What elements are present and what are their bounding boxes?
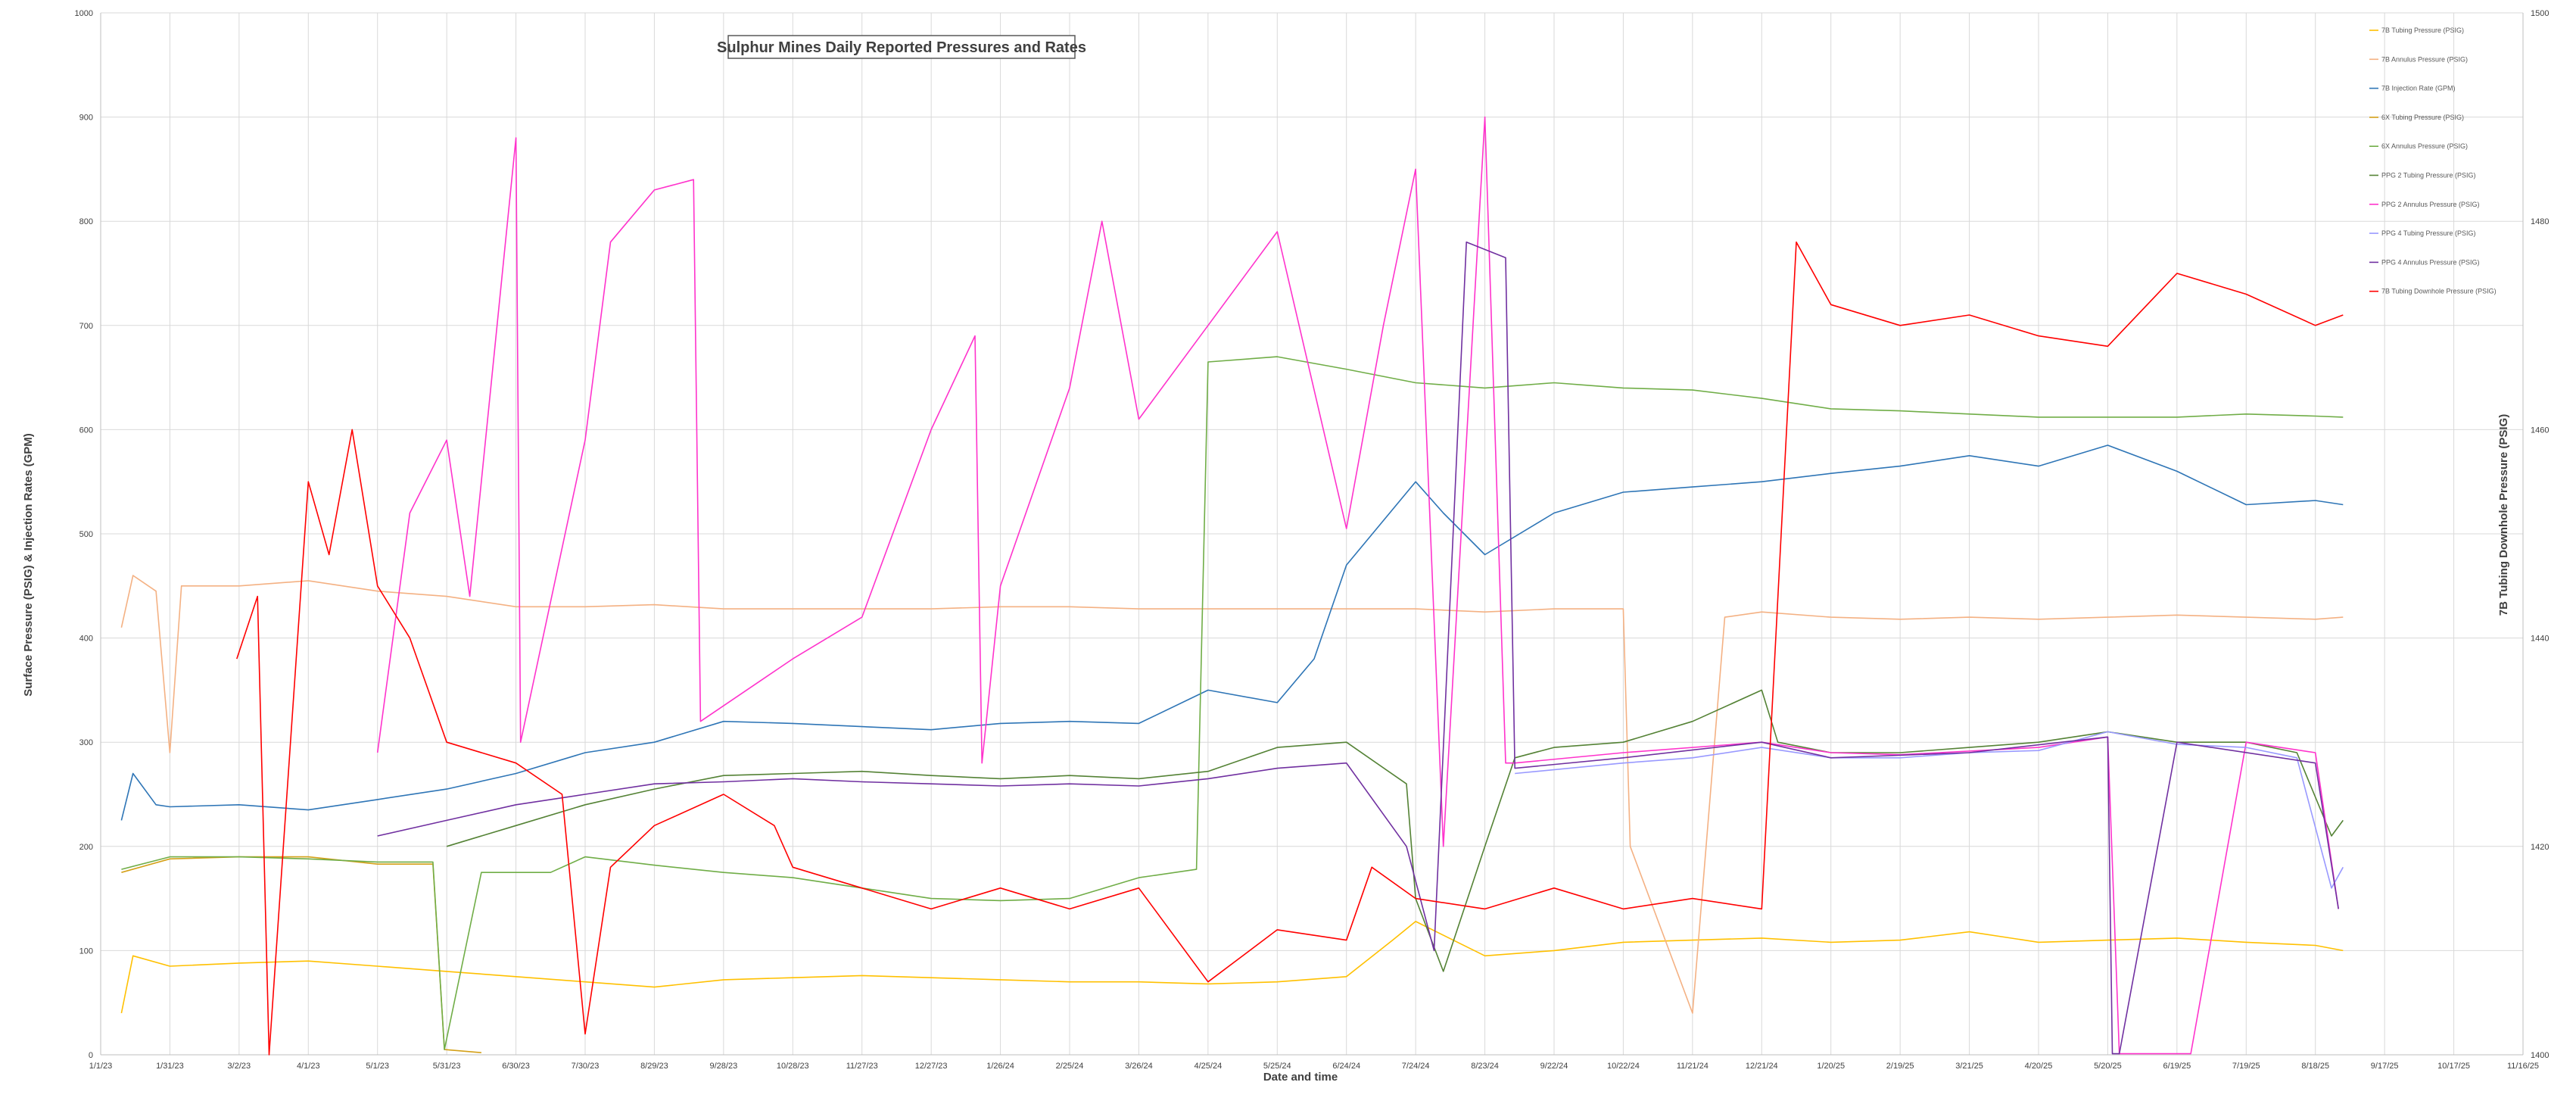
y-tick-label: 800	[79, 217, 93, 226]
x-tick-label: 12/21/24	[1746, 1062, 1778, 1071]
series-line-6	[446, 689, 2344, 972]
x-tick-label: 3/21/25	[1955, 1062, 1983, 1071]
y2-tick-label: 1400	[2531, 1051, 2549, 1060]
x-tick-label: 2/25/24	[1056, 1062, 1084, 1071]
series-line-10	[236, 241, 2344, 1056]
x-tick-label: 8/29/23	[640, 1062, 668, 1071]
legend-entry: 7B Injection Rate (GPM)	[2369, 85, 2456, 92]
x-tick-label: 10/17/25	[2437, 1062, 2470, 1071]
x-tick-label: 3/2/23	[228, 1062, 251, 1071]
legend-label: 6X Tubing Pressure (PSIG)	[2381, 114, 2464, 121]
series-line-4	[121, 856, 481, 1053]
series-line-7	[376, 116, 2339, 1055]
x-tick-label: 11/16/25	[2507, 1062, 2539, 1071]
x-tick-label: 6/24/24	[1332, 1062, 1360, 1071]
x-tick-label: 4/25/24	[1195, 1062, 1223, 1071]
x-tick-label: 9/28/23	[710, 1062, 738, 1071]
x-tick-label: 4/20/25	[2025, 1062, 2053, 1071]
x-tick-label: 10/22/24	[1607, 1062, 1640, 1071]
y-tick-label: 500	[79, 530, 93, 539]
y2-tick-label: 1500	[2531, 9, 2549, 18]
y2-tick-label: 1480	[2531, 217, 2549, 226]
legend-entry: 7B Tubing Downhole Pressure (PSIG)	[2369, 288, 2497, 295]
y-tick-label: 1000	[75, 9, 93, 18]
chart-title-group: Sulphur Mines Daily Reported Pressures a…	[717, 35, 1086, 59]
legend-entry: 7B Annulus Pressure (PSIG)	[2369, 55, 2468, 63]
x-tick-label: 11/21/24	[1677, 1062, 1709, 1071]
x-tick-label: 1/31/23	[156, 1062, 184, 1071]
x-tick-label: 5/20/25	[2094, 1062, 2122, 1071]
y2-tick-label: 1460	[2531, 426, 2549, 435]
grid	[100, 12, 2524, 1056]
legend-label: PPG 4 Tubing Pressure (PSIG)	[2381, 229, 2476, 237]
y-tick-label: 700	[79, 322, 93, 331]
x-tick-label: 1/1/23	[89, 1062, 113, 1071]
x-tick-label: 4/1/23	[297, 1062, 320, 1071]
legend-entry: PPG 4 Annulus Pressure (PSIG)	[2369, 258, 2480, 266]
legend-entry: 6X Annulus Pressure (PSIG)	[2369, 142, 2468, 150]
series-line-5	[121, 356, 2344, 1050]
x-tick-label: 5/25/24	[1263, 1062, 1291, 1071]
x-tick-label: 9/22/24	[1540, 1062, 1568, 1071]
x-tick-label: 3/26/24	[1125, 1062, 1153, 1071]
y-tick-label: 900	[79, 114, 93, 123]
x-tick-label: 12/27/23	[915, 1062, 948, 1071]
legend-label: 7B Tubing Downhole Pressure (PSIG)	[2381, 288, 2497, 295]
x-tick-label: 8/18/25	[2301, 1062, 2329, 1071]
y-axis-title: Surface Pressure (PSIG) & Injection Rate…	[22, 433, 35, 697]
y-tick-label: 600	[79, 426, 93, 435]
y2-axis-title: 7B Tubing Downhole Pressure (PSIG)	[2497, 414, 2510, 616]
legend-entry: PPG 2 Tubing Pressure (PSIG)	[2369, 172, 2476, 179]
legend-entry: PPG 2 Annulus Pressure (PSIG)	[2369, 201, 2480, 208]
x-tick-label: 1/26/24	[986, 1062, 1014, 1071]
legend-label: 7B Injection Rate (GPM)	[2381, 85, 2456, 92]
x-tick-label: 7/30/23	[572, 1062, 600, 1071]
x-tick-label: 1/20/25	[1817, 1062, 1845, 1071]
x-axis-title: Date and time	[1263, 1071, 1338, 1084]
legend-entry: 7B Tubing Pressure (PSIG)	[2369, 27, 2464, 34]
y2-tick-label: 1420	[2531, 843, 2549, 852]
x-tick-label: 5/31/23	[433, 1062, 461, 1071]
y2-tick-label: 1440	[2531, 635, 2549, 644]
series-line-8	[1515, 731, 2344, 889]
chart-title: Sulphur Mines Daily Reported Pressures a…	[717, 39, 1086, 56]
x-tick-label: 11/27/23	[846, 1062, 878, 1071]
y-tick-label: 200	[79, 843, 93, 852]
y-tick-label: 0	[89, 1051, 93, 1060]
legend-label: 7B Annulus Pressure (PSIG)	[2381, 55, 2468, 63]
chart-title-box	[727, 35, 1076, 59]
series-line-2	[120, 575, 2344, 1014]
series-line-1	[120, 921, 2344, 1014]
x-tick-label: 6/19/25	[2163, 1062, 2191, 1071]
y-tick-label: 300	[79, 738, 93, 747]
y-tick-label: 100	[79, 947, 93, 956]
x-tick-label: 8/23/24	[1471, 1062, 1499, 1071]
x-tick-label: 6/30/23	[502, 1062, 530, 1071]
x-tick-label: 7/19/25	[2232, 1062, 2260, 1071]
legend-label: 6X Annulus Pressure (PSIG)	[2381, 142, 2468, 150]
legend-label: 7B Tubing Pressure (PSIG)	[2381, 27, 2464, 34]
legend-entry: PPG 4 Tubing Pressure (PSIG)	[2369, 229, 2476, 237]
x-tick-label: 5/1/23	[366, 1062, 389, 1071]
series-line-3	[120, 444, 2344, 821]
x-tick-label: 7/24/24	[1402, 1062, 1430, 1071]
legend-entry: 6X Tubing Pressure (PSIG)	[2369, 114, 2464, 121]
axes: 1/1/23 1/31/23 3/2/23 4/1/23 5/1/23 5/31/23 6/…	[75, 9, 2550, 1071]
x-tick-label: 10/28/23	[777, 1062, 809, 1071]
legend: 7B Tubing Pressure (PSIG) 7B Annulus Pres…	[2369, 27, 2497, 295]
series-line-9	[377, 241, 2339, 1055]
x-tick-label: 9/17/25	[2371, 1062, 2399, 1071]
y-tick-label: 400	[79, 635, 93, 644]
legend-label: PPG 4 Annulus Pressure (PSIG)	[2381, 258, 2480, 266]
series-lines	[120, 116, 2344, 1056]
legend-label: PPG 2 Tubing Pressure (PSIG)	[2381, 172, 2476, 179]
x-tick-label: 2/19/25	[1886, 1062, 1914, 1071]
legend-label: PPG 2 Annulus Pressure (PSIG)	[2381, 201, 2480, 208]
